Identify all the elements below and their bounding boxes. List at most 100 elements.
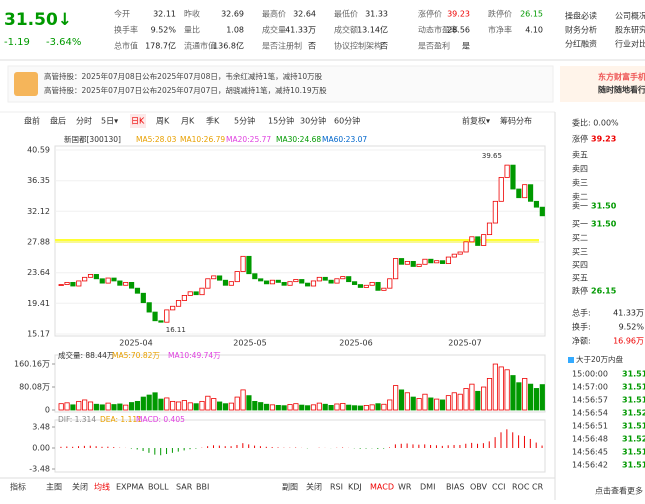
toolbar-tab[interactable]: 15分钟 <box>268 116 294 126</box>
candle <box>175 300 182 307</box>
book-label: 买二 <box>572 234 588 243</box>
candle <box>445 256 452 264</box>
tab[interactable]: SAR <box>176 483 193 492</box>
candle <box>422 258 428 265</box>
trade-time: 15:00:00 <box>572 370 608 379</box>
candle <box>129 281 135 289</box>
toolbar-tab[interactable]: 季K <box>206 116 220 126</box>
toolbar-tab[interactable]: 60分钟 <box>334 116 360 126</box>
volume-bar <box>123 404 129 411</box>
volume-bar <box>70 404 76 411</box>
tab[interactable]: BIAS <box>446 483 464 492</box>
stat-value: 13.14亿 <box>357 25 388 35</box>
candle <box>70 281 76 287</box>
toolbar-tab[interactable]: 5日▾ <box>101 117 118 126</box>
volume-bar <box>310 404 317 411</box>
stat-value: 31.33 <box>365 10 388 19</box>
tab[interactable]: ROC <box>512 483 530 492</box>
stat-label: 今开 <box>114 9 130 19</box>
tab[interactable]: EXPMA <box>116 483 144 492</box>
candle <box>281 281 287 286</box>
toolbar-tab[interactable]: 5分钟 <box>234 116 255 126</box>
stat-label: 最低价 <box>334 9 358 19</box>
trade-price: 31.51 <box>622 422 645 431</box>
tab[interactable]: DMI <box>420 483 435 492</box>
ad-sub: 随时随地看行 <box>598 85 645 95</box>
tab[interactable]: MACD <box>370 483 394 492</box>
nav-button[interactable]: 股东研究 <box>615 25 645 35</box>
tab[interactable]: WR <box>398 483 412 492</box>
nav-button[interactable]: 分红融资 <box>565 39 597 49</box>
candle <box>217 275 223 281</box>
candle <box>164 309 170 323</box>
tab[interactable]: OBV <box>470 483 488 492</box>
tab[interactable]: BBI <box>196 483 209 492</box>
nav-button[interactable]: 操盘必读 <box>565 11 597 21</box>
volume-bar <box>410 396 416 411</box>
stat-label: 协议控制架构 <box>334 41 382 51</box>
book-label: 卖五 <box>572 151 588 160</box>
nav-button[interactable]: 财务分析 <box>565 25 597 35</box>
notice: 高管持股：2025年07月08日公布2025年07月08日，韦余红减持1笔，减持… <box>44 71 323 81</box>
y-tick-label: 40.59 <box>27 146 50 155</box>
tab[interactable]: 副图 <box>282 483 298 492</box>
toolbar-tab[interactable]: 周K <box>156 117 170 126</box>
tab[interactable]: BOLL <box>148 483 169 492</box>
toolbar-tab[interactable]: 前复权▾ <box>462 116 490 126</box>
volume-bar <box>117 403 123 411</box>
tab[interactable]: 均线 <box>94 482 110 492</box>
toolbar-tab[interactable]: 盘前 <box>24 116 40 126</box>
book-label: 买一 <box>572 220 588 229</box>
book-label: 涨停 <box>572 134 588 144</box>
trade-time: 14:56:54 <box>572 409 608 418</box>
more-link[interactable]: 点击查看更多 <box>595 486 643 496</box>
candle <box>363 284 369 288</box>
tab[interactable]: CR <box>532 483 544 492</box>
candle <box>58 284 64 286</box>
tab[interactable]: 主图 <box>46 482 62 492</box>
macd-legend: DEA: 1.111 <box>100 415 142 424</box>
tab[interactable]: 关闭 <box>72 482 88 492</box>
x-tick-label: 2025-06 <box>339 339 372 348</box>
annotation: 16.11 <box>166 326 186 334</box>
volume-bar <box>322 403 328 411</box>
stat-value: 32.69 <box>221 10 244 19</box>
volume-bar <box>281 405 287 411</box>
stat-value: 32.11 <box>153 10 176 19</box>
y-tick-label: 19.41 <box>27 299 50 308</box>
legend-item: MA60:23.07 <box>322 135 367 144</box>
candle <box>152 311 158 322</box>
candle <box>258 278 264 282</box>
y-tick-label: 0 <box>45 406 50 415</box>
volume-bar <box>363 405 369 411</box>
x-tick-label: 2025-05 <box>233 339 266 348</box>
stat-label: 是否盈利 <box>418 41 450 51</box>
volume-bar <box>76 400 82 411</box>
candle <box>369 281 375 286</box>
candle <box>287 281 293 286</box>
book-label: 买三 <box>572 248 588 257</box>
volume-bar <box>299 404 305 411</box>
volume-bar <box>193 403 199 411</box>
notice-box <box>7 65 554 103</box>
toolbar-tab[interactable]: 月K <box>181 117 195 126</box>
tab[interactable]: 关闭 <box>306 482 322 492</box>
nav-button[interactable]: 行业对比 <box>615 39 645 49</box>
tab[interactable]: KDJ <box>348 483 362 492</box>
toolbar-tab[interactable]: 盘后 <box>50 116 66 126</box>
tab[interactable]: CCI <box>492 483 506 492</box>
toolbar-tab[interactable]: 筹码分布 <box>500 116 532 126</box>
toolbar-tab[interactable]: 日K <box>131 117 145 126</box>
volume-bar <box>258 402 264 411</box>
y-tick-label: 27.88 <box>27 238 50 247</box>
volume-bar <box>211 398 217 411</box>
nav-button[interactable]: 公司概况 <box>615 11 645 21</box>
toolbar-tab[interactable]: 30分钟 <box>300 116 326 126</box>
tab[interactable]: RSI <box>330 483 343 492</box>
candle <box>416 263 422 267</box>
volume-bar <box>357 405 364 411</box>
volume-bar <box>316 402 322 411</box>
tab[interactable]: 指标 <box>10 482 26 492</box>
toolbar-tab[interactable]: 分时 <box>76 116 92 126</box>
